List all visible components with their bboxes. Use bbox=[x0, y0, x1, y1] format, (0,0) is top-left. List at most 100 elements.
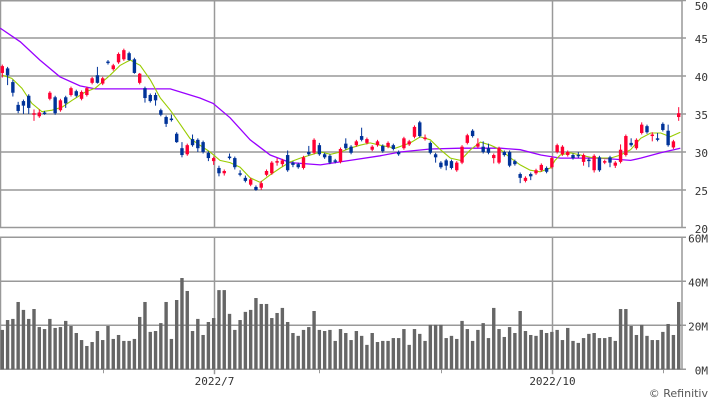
candle bbox=[529, 172, 533, 181]
volume-bar bbox=[518, 311, 522, 370]
volume-bar bbox=[365, 344, 369, 370]
volume-tick-label: 40M bbox=[688, 276, 708, 289]
candle bbox=[243, 175, 248, 183]
volume-bar bbox=[396, 338, 401, 370]
volume-bar bbox=[90, 342, 94, 370]
candle bbox=[159, 108, 163, 117]
volume-bar bbox=[5, 320, 10, 370]
candle bbox=[375, 139, 380, 147]
candle bbox=[344, 138, 348, 150]
volume-bar bbox=[587, 333, 591, 370]
volume-bar bbox=[322, 331, 327, 370]
candle-body bbox=[301, 157, 306, 168]
volume-bar bbox=[127, 340, 131, 370]
volume-bar bbox=[576, 342, 580, 370]
candle-body bbox=[608, 157, 612, 163]
volume-bar bbox=[21, 309, 26, 370]
candle bbox=[666, 124, 670, 147]
candle-body bbox=[248, 179, 253, 185]
candle-body bbox=[111, 65, 115, 70]
volume-bar bbox=[312, 311, 316, 370]
candle-body bbox=[439, 162, 443, 168]
candle-body bbox=[666, 130, 670, 146]
volume-bar bbox=[534, 335, 538, 370]
volume-bar bbox=[439, 324, 443, 370]
price-grid: 20 25 30 35 40 45 50 bbox=[0, 0, 708, 236]
candle-body bbox=[344, 143, 348, 149]
candle bbox=[370, 145, 374, 152]
volume-bar bbox=[11, 318, 15, 370]
candle bbox=[428, 141, 433, 155]
candle bbox=[465, 133, 470, 145]
candle bbox=[534, 168, 538, 175]
volume-bar bbox=[539, 329, 544, 370]
candle-body bbox=[180, 148, 184, 156]
volume-bar bbox=[655, 340, 660, 370]
candle bbox=[349, 145, 353, 155]
candle-body bbox=[90, 78, 94, 83]
volume-bar bbox=[502, 336, 507, 370]
volume-bar bbox=[513, 333, 517, 370]
candle bbox=[301, 155, 306, 170]
candle-body bbox=[190, 139, 195, 146]
volume-bar bbox=[338, 329, 343, 370]
candle bbox=[270, 161, 274, 175]
candle bbox=[444, 158, 448, 171]
volume-bar bbox=[523, 331, 528, 370]
volume-bar bbox=[32, 309, 36, 370]
candle bbox=[333, 158, 337, 164]
candle bbox=[634, 138, 639, 150]
candle-body bbox=[550, 158, 554, 168]
candle bbox=[248, 177, 253, 187]
candle bbox=[381, 144, 385, 153]
volume-bar bbox=[677, 301, 681, 370]
candle bbox=[0, 64, 4, 78]
candle bbox=[396, 150, 401, 156]
candle-body bbox=[433, 154, 438, 158]
candle-body bbox=[291, 162, 295, 165]
candle bbox=[122, 48, 126, 61]
volume-bar bbox=[444, 338, 448, 370]
candle-body bbox=[354, 141, 359, 146]
candle-body bbox=[465, 135, 470, 143]
candle bbox=[143, 86, 147, 103]
candle-body bbox=[640, 124, 644, 133]
volume-bar bbox=[174, 300, 179, 370]
volume-bar bbox=[238, 320, 242, 370]
volume-bar bbox=[79, 340, 84, 370]
candle-body bbox=[629, 142, 633, 146]
candle bbox=[153, 92, 158, 106]
candle-body bbox=[624, 136, 628, 156]
candle-body bbox=[365, 139, 369, 143]
candle bbox=[386, 141, 390, 149]
candle-body bbox=[16, 104, 20, 111]
candle-body bbox=[349, 146, 353, 153]
candle-body bbox=[296, 164, 300, 168]
volume-bar bbox=[433, 324, 438, 370]
volume-tick-label: 0M bbox=[695, 364, 709, 377]
candle-body bbox=[407, 141, 411, 145]
candle-body bbox=[645, 126, 649, 133]
candle bbox=[32, 109, 36, 121]
volume-bar bbox=[455, 338, 459, 370]
volume-bar bbox=[227, 313, 232, 370]
volume-bar bbox=[560, 340, 565, 370]
candle-body bbox=[116, 53, 121, 63]
volume-bar bbox=[618, 309, 623, 370]
candle-body bbox=[275, 161, 279, 163]
volume-bar bbox=[386, 340, 390, 370]
volume-bar bbox=[159, 323, 163, 370]
candle bbox=[116, 52, 121, 64]
volume-bar bbox=[317, 329, 322, 370]
candle bbox=[402, 136, 406, 150]
candle bbox=[592, 154, 596, 173]
volume-bar bbox=[476, 329, 480, 370]
candle-body bbox=[634, 139, 639, 149]
candle bbox=[497, 146, 501, 165]
candle-body bbox=[153, 95, 158, 101]
candle-body bbox=[42, 112, 47, 114]
candle bbox=[296, 162, 300, 169]
candle-body bbox=[555, 145, 559, 152]
candle-body bbox=[227, 156, 232, 159]
volume-bar bbox=[555, 329, 559, 370]
